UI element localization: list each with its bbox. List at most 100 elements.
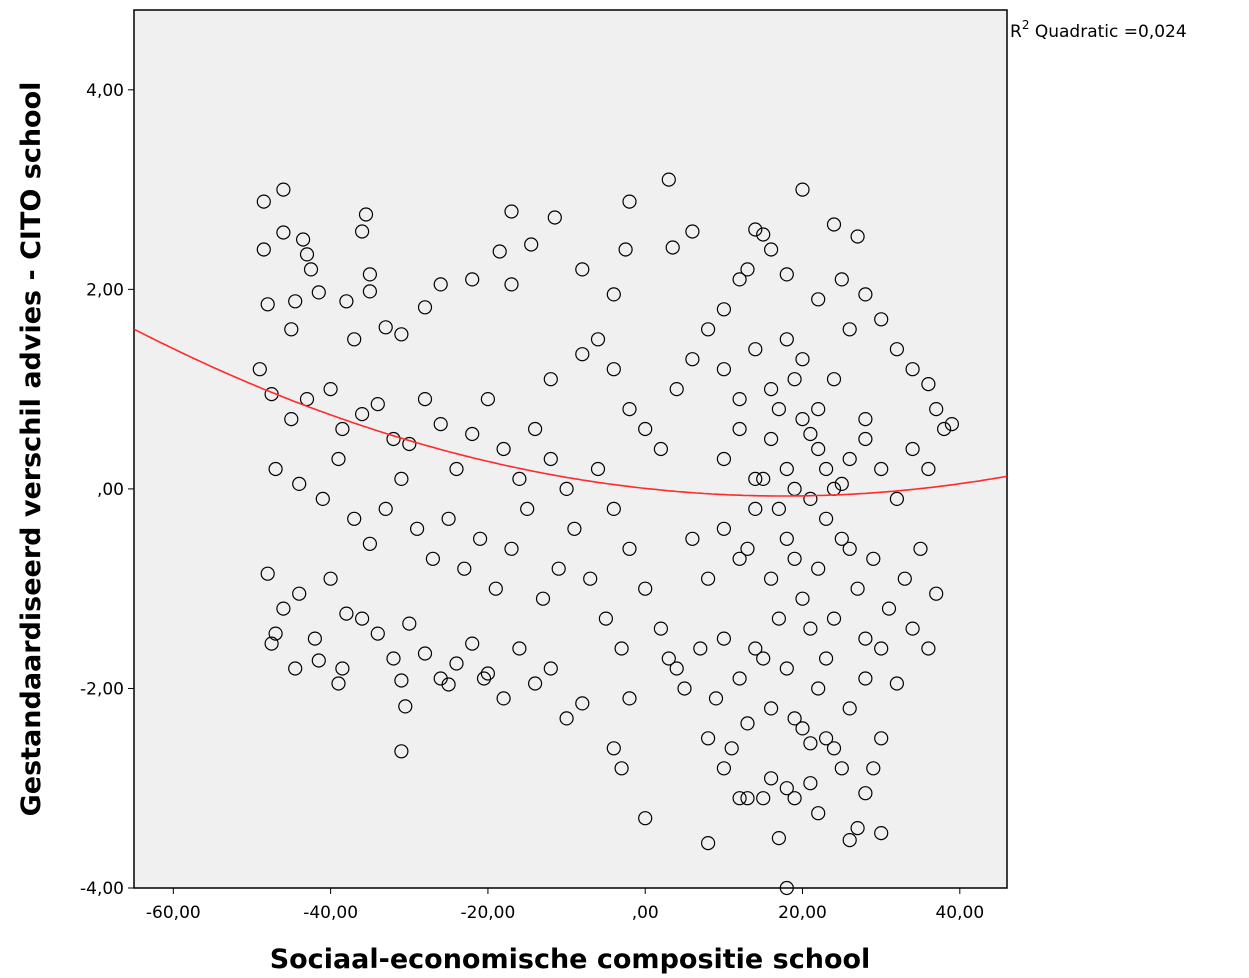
data-point bbox=[370, 397, 385, 412]
data-point bbox=[543, 372, 558, 387]
data-point bbox=[618, 242, 633, 257]
data-point bbox=[496, 441, 511, 457]
data-point bbox=[756, 651, 771, 666]
data-point bbox=[299, 247, 315, 262]
data-point bbox=[260, 297, 275, 312]
data-point bbox=[763, 431, 779, 447]
data-point bbox=[520, 501, 535, 516]
data-point bbox=[921, 377, 936, 392]
data-point bbox=[496, 691, 511, 706]
data-point bbox=[606, 741, 621, 756]
data-point bbox=[598, 611, 614, 626]
data-point bbox=[716, 451, 732, 467]
data-point bbox=[795, 412, 810, 427]
data-point bbox=[787, 372, 802, 387]
data-point bbox=[763, 771, 779, 786]
data-point bbox=[874, 825, 889, 841]
y-tick-label: -2,00 bbox=[80, 679, 124, 699]
data-point bbox=[476, 671, 492, 686]
data-point bbox=[355, 611, 370, 626]
data-point bbox=[740, 716, 755, 731]
data-point bbox=[913, 541, 928, 556]
data-point bbox=[842, 701, 857, 716]
data-point bbox=[842, 541, 857, 556]
data-point bbox=[700, 835, 716, 851]
data-point bbox=[811, 806, 826, 821]
data-point bbox=[874, 731, 889, 746]
data-point bbox=[449, 656, 464, 671]
data-point bbox=[826, 372, 842, 387]
data-point bbox=[335, 661, 350, 676]
data-point bbox=[850, 581, 865, 596]
data-point bbox=[433, 277, 448, 292]
data-point bbox=[748, 342, 763, 357]
data-point bbox=[362, 284, 377, 299]
data-point bbox=[850, 820, 865, 836]
x-tick-label: 20,00 bbox=[778, 903, 827, 923]
data-point bbox=[874, 641, 889, 656]
data-point bbox=[567, 521, 582, 536]
data-point bbox=[929, 402, 944, 417]
data-point bbox=[268, 626, 283, 641]
x-axis-title: Sociaal-economische compositie school bbox=[270, 944, 871, 975]
data-point bbox=[724, 741, 739, 756]
data-point bbox=[386, 431, 401, 447]
data-point bbox=[936, 421, 952, 437]
data-point bbox=[378, 501, 393, 516]
data-point bbox=[465, 272, 480, 287]
data-point bbox=[756, 227, 771, 242]
data-point bbox=[559, 481, 574, 496]
data-point bbox=[449, 461, 464, 477]
data-point bbox=[771, 611, 787, 626]
data-point bbox=[622, 541, 637, 556]
data-point bbox=[504, 277, 519, 292]
data-point bbox=[708, 691, 724, 706]
data-point bbox=[394, 471, 409, 486]
data-point bbox=[771, 402, 787, 417]
data-point bbox=[693, 641, 708, 656]
r2-label-sup: 2 bbox=[1022, 18, 1030, 32]
data-point bbox=[795, 721, 810, 736]
data-point bbox=[417, 646, 433, 661]
data-point bbox=[311, 653, 326, 668]
data-point bbox=[763, 382, 779, 397]
data-point bbox=[527, 676, 543, 691]
data-point bbox=[480, 666, 495, 681]
data-point bbox=[732, 392, 747, 407]
data-point bbox=[638, 581, 653, 596]
data-point bbox=[858, 431, 873, 447]
y-tick-label: 4,00 bbox=[86, 81, 124, 101]
data-point bbox=[889, 676, 905, 691]
data-point bbox=[347, 511, 362, 526]
y-axis-ticks: -4,00 -2,00 ,00 2,00 4,00 bbox=[80, 81, 134, 899]
data-point bbox=[874, 461, 889, 477]
data-point bbox=[410, 521, 425, 536]
data-point bbox=[874, 312, 889, 327]
data-point bbox=[512, 471, 527, 486]
data-point bbox=[818, 651, 834, 666]
data-point bbox=[858, 287, 873, 302]
data-point bbox=[685, 531, 700, 546]
data-point bbox=[504, 204, 519, 219]
data-point bbox=[842, 832, 857, 848]
data-point bbox=[256, 242, 271, 257]
data-point bbox=[858, 786, 873, 801]
data-point bbox=[732, 791, 747, 806]
data-point bbox=[614, 641, 629, 656]
data-point bbox=[288, 661, 303, 676]
data-point bbox=[638, 421, 653, 437]
data-point bbox=[771, 830, 787, 846]
data-point bbox=[296, 232, 311, 247]
data-point bbox=[339, 294, 354, 309]
data-point bbox=[944, 417, 960, 432]
data-point bbox=[339, 606, 354, 621]
data-point bbox=[700, 571, 716, 586]
data-point bbox=[685, 224, 700, 239]
data-point bbox=[779, 461, 794, 477]
data-point bbox=[543, 661, 558, 676]
data-point bbox=[394, 327, 409, 342]
data-point bbox=[575, 347, 590, 362]
data-point bbox=[889, 342, 905, 357]
data-point bbox=[740, 541, 755, 556]
data-point bbox=[268, 461, 283, 477]
